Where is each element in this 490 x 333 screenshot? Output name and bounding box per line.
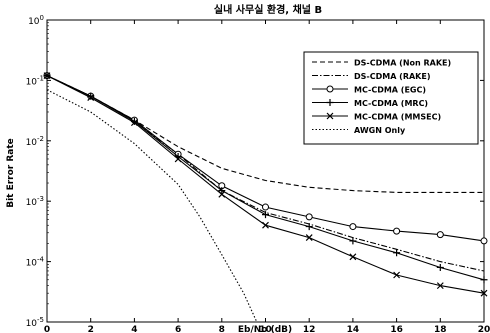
data-point-4-4 (218, 190, 226, 198)
legend-box (303, 51, 479, 145)
legend-label-2: MC-CDMA (EGC) (354, 86, 426, 95)
y-axis-label: Bit Error Rate (6, 138, 16, 208)
legend-label-4: MC-CDMA (MMSEC) (354, 113, 441, 122)
series-4 (43, 72, 488, 297)
x-tick-label: 14 (347, 325, 360, 333)
data-point-2-5 (262, 203, 269, 211)
x-axis-label: Eb/No (dB) (238, 325, 292, 333)
data-point-4-8 (393, 271, 401, 279)
data-point-2-6 (305, 213, 313, 221)
x-tick-label: 10 (259, 325, 272, 333)
data-point-4-0 (43, 72, 51, 80)
data-point-2-9 (436, 231, 444, 239)
y-tick-label: 100 (28, 14, 44, 27)
y-tick-label: 10-1 (26, 74, 44, 87)
series-5 (46, 89, 258, 323)
data-point-3-10 (480, 276, 488, 284)
data-point-4-2 (130, 119, 138, 127)
legend: DS-CDMA (Non RAKE) DS-CDMA (RAKE) MC-CDMA … (303, 51, 479, 145)
x-tick-label: 6 (175, 325, 181, 333)
x-tick-label: 0 (44, 325, 50, 333)
y-tick-label: 10-3 (26, 195, 44, 208)
legend-label-1: DS-CDMA (RAKE) (354, 72, 431, 81)
y-axis: 100 10-1 10-2 10-3 10-4 10-5 (26, 14, 484, 329)
legend-marker-2 (326, 85, 334, 93)
data-point-4-1 (87, 94, 95, 101)
data-point-4-6 (305, 234, 313, 241)
data-point-4-3 (174, 155, 182, 163)
y-tick-label: 10-5 (26, 316, 44, 329)
data-point-2-10 (480, 237, 488, 245)
series-3 (43, 72, 488, 284)
data-point-3-8 (393, 249, 401, 257)
legend-label-5: AWGN Only (354, 126, 406, 135)
legend-marker-4 (326, 112, 334, 120)
x-tick-label: 18 (434, 325, 447, 333)
data-point-3-5 (262, 211, 269, 219)
series-2 (43, 72, 488, 245)
x-tick-label: 20 (478, 325, 490, 333)
y-tick-label: 10-4 (26, 256, 45, 269)
series-line-5 (46, 89, 258, 323)
x-tick-label: 2 (88, 325, 94, 333)
legend-marker-3 (326, 99, 334, 106)
x-axis: 0 2 4 6 8 10 12 14 16 18 20 (44, 20, 490, 333)
legend-label-3: MC-CDMA (MRC) (354, 99, 428, 108)
data-point-3-4 (218, 187, 226, 195)
chart-title: 실내 사무실 환경, 채널 B (214, 3, 322, 16)
x-tick-label: 16 (390, 325, 403, 333)
series-layer (43, 72, 488, 323)
data-point-4-7 (349, 253, 357, 261)
data-point-3-6 (305, 223, 313, 231)
data-point-4-5 (262, 221, 269, 229)
legend-label-0: DS-CDMA (Non RAKE) (354, 59, 451, 68)
x-tick-label: 4 (131, 325, 137, 333)
x-tick-label: 8 (219, 325, 225, 333)
data-point-3-9 (436, 263, 444, 271)
y-tick-label: 10-2 (26, 135, 44, 148)
data-point-2-7 (349, 223, 357, 231)
data-point-3-7 (349, 237, 357, 245)
data-point-2-8 (393, 227, 401, 235)
data-point-4-10 (480, 289, 488, 297)
x-tick-label: 12 (303, 325, 316, 333)
data-point-4-9 (436, 282, 444, 290)
